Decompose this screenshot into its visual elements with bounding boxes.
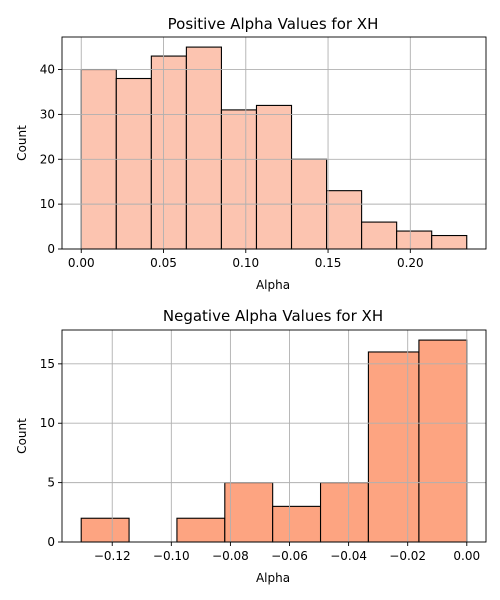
x-axis-label: Alpha: [256, 278, 290, 292]
y-tick-label-2: 10: [40, 416, 55, 430]
x-axis-ticks: 0.00 0.05 0.10 0.15 0.20: [68, 249, 424, 270]
y-tick-label-3: 15: [40, 357, 55, 371]
bars: [80, 339, 468, 543]
histogram-bar-4: [220, 109, 258, 250]
histogram-bar-7: [326, 190, 363, 250]
x-tick-label-2: −0.08: [212, 549, 249, 563]
x-tick-label-0: −0.12: [94, 549, 131, 563]
histogram-bar-7: [418, 339, 468, 543]
histogram-bar-2: [176, 517, 226, 543]
positive-alpha-histogram: Positive Alpha Values for XH Alpha Count…: [15, 15, 487, 292]
chart-title: Negative Alpha Values for XH: [163, 307, 383, 325]
histogram-bar-3: [224, 482, 274, 543]
x-tick-label-0: 0.00: [68, 256, 95, 270]
x-tick-label-3: 0.15: [315, 256, 342, 270]
histogram-bar-3: [185, 46, 222, 250]
y-tick-label-1: 5: [47, 476, 55, 490]
x-tick-label-4: −0.04: [330, 549, 367, 563]
bars: [80, 46, 468, 250]
histogram-bar-6: [367, 351, 420, 543]
y-tick-label-0: 0: [47, 535, 55, 549]
x-tick-label-6: 0.00: [453, 549, 480, 563]
x-axis-label: Alpha: [256, 571, 290, 585]
x-tick-label-2: 0.10: [232, 256, 259, 270]
x-tick-label-3: −0.06: [271, 549, 308, 563]
histogram-bar-10: [431, 234, 468, 250]
x-tick-label-1: −0.10: [153, 549, 190, 563]
histogram-bar-1: [115, 77, 152, 250]
y-tick-label-1: 10: [40, 197, 55, 211]
y-axis-label: Count: [15, 418, 29, 454]
negative-alpha-histogram: Negative Alpha Values for XH Alpha Count…: [15, 307, 487, 585]
y-tick-label-0: 0: [47, 242, 55, 256]
y-axis-ticks: 0 5 10 15: [40, 357, 62, 549]
histogram-bar-5: [255, 104, 293, 250]
chart-title: Positive Alpha Values for XH: [168, 15, 379, 33]
y-tick-label-2: 20: [40, 152, 55, 166]
x-axis-ticks: −0.12 −0.10 −0.08 −0.06 −0.04 −0.02 0.00: [94, 542, 480, 563]
histogram-bar-8: [361, 221, 398, 250]
histogram-bar-0: [80, 517, 130, 543]
y-axis-label: Count: [15, 125, 29, 161]
histogram-bar-4: [272, 505, 322, 543]
y-tick-label-3: 30: [40, 107, 55, 121]
y-tick-label-4: 40: [40, 63, 55, 77]
plot-frame: [61, 329, 487, 543]
x-tick-label-5: −0.02: [389, 549, 426, 563]
histogram-bar-2: [150, 55, 187, 250]
y-axis-ticks: 0 10 20 30 40: [40, 63, 62, 256]
x-tick-label-4: 0.20: [397, 256, 424, 270]
plot-frame: [61, 36, 487, 250]
histogram-bar-5: [319, 482, 369, 543]
histogram-bar-9: [396, 230, 433, 250]
x-tick-label-1: 0.05: [150, 256, 177, 270]
